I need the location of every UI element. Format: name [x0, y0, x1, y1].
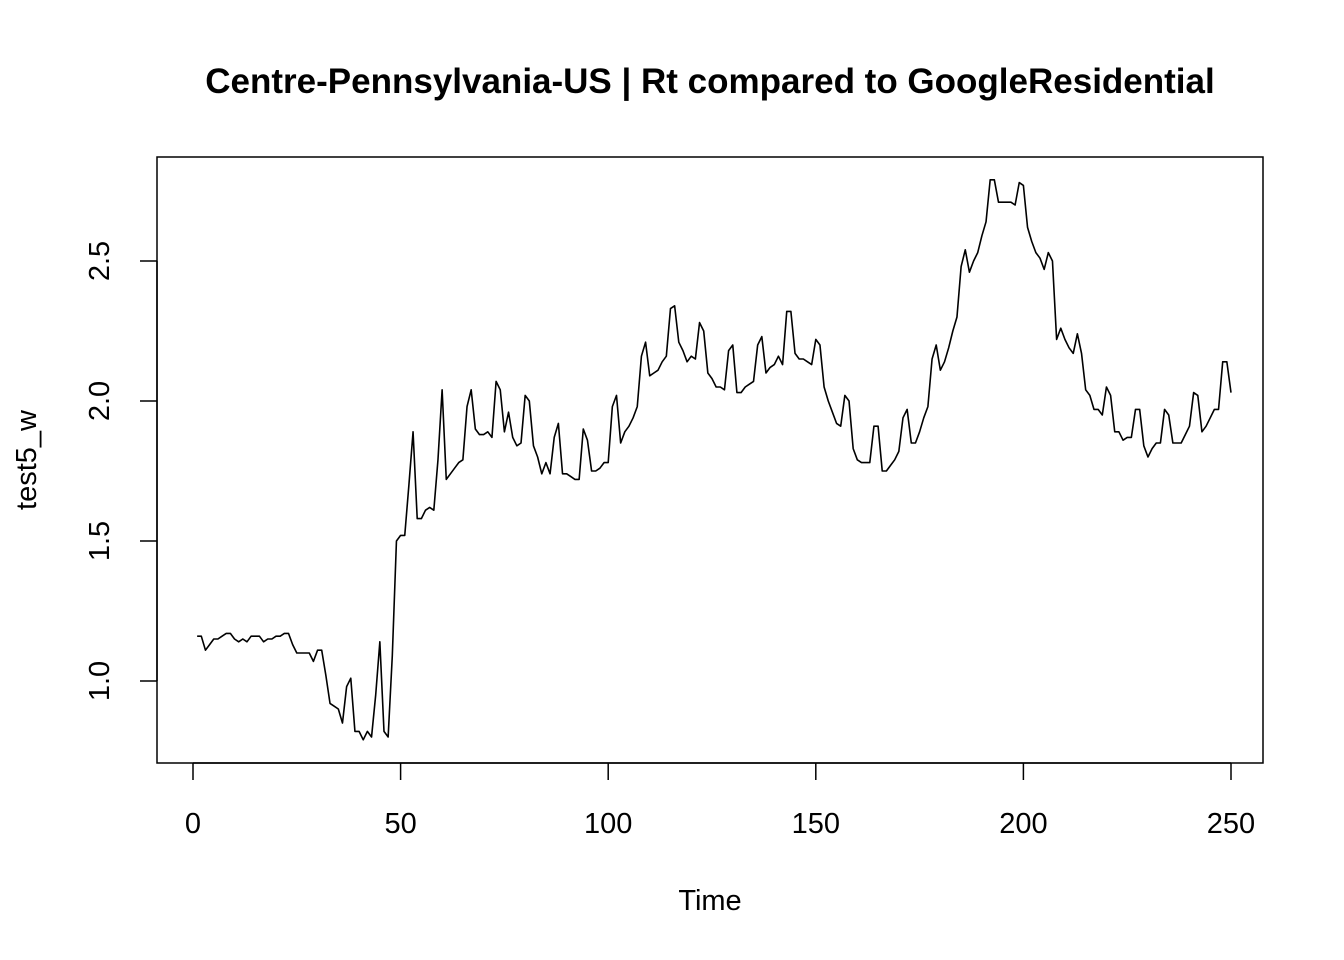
chart-title: Centre-Pennsylvania-US | Rt compared to … — [205, 62, 1214, 101]
plot-frame — [156, 156, 1264, 764]
x-tick-label: 250 — [1207, 808, 1255, 840]
y-axis: 1.0 1.5 2.0 2.5 — [84, 241, 158, 701]
x-tick-label: 50 — [384, 808, 416, 840]
y-tick-label: 2.0 — [84, 381, 116, 421]
x-tick-label: 100 — [584, 808, 632, 840]
y-tick-label: 1.0 — [84, 661, 116, 701]
x-tick-label: 200 — [999, 808, 1047, 840]
y-tick-label: 1.5 — [84, 521, 116, 561]
y-axis-label: test5_w — [11, 409, 43, 510]
x-axis-label: Time — [678, 885, 741, 917]
y-tick-label: 2.5 — [84, 241, 116, 281]
series-line — [197, 179, 1232, 741]
x-tick-label: 150 — [792, 808, 840, 840]
x-axis: 0 50 100 150 200 250 — [185, 762, 1255, 840]
x-tick-label: 0 — [185, 808, 201, 840]
